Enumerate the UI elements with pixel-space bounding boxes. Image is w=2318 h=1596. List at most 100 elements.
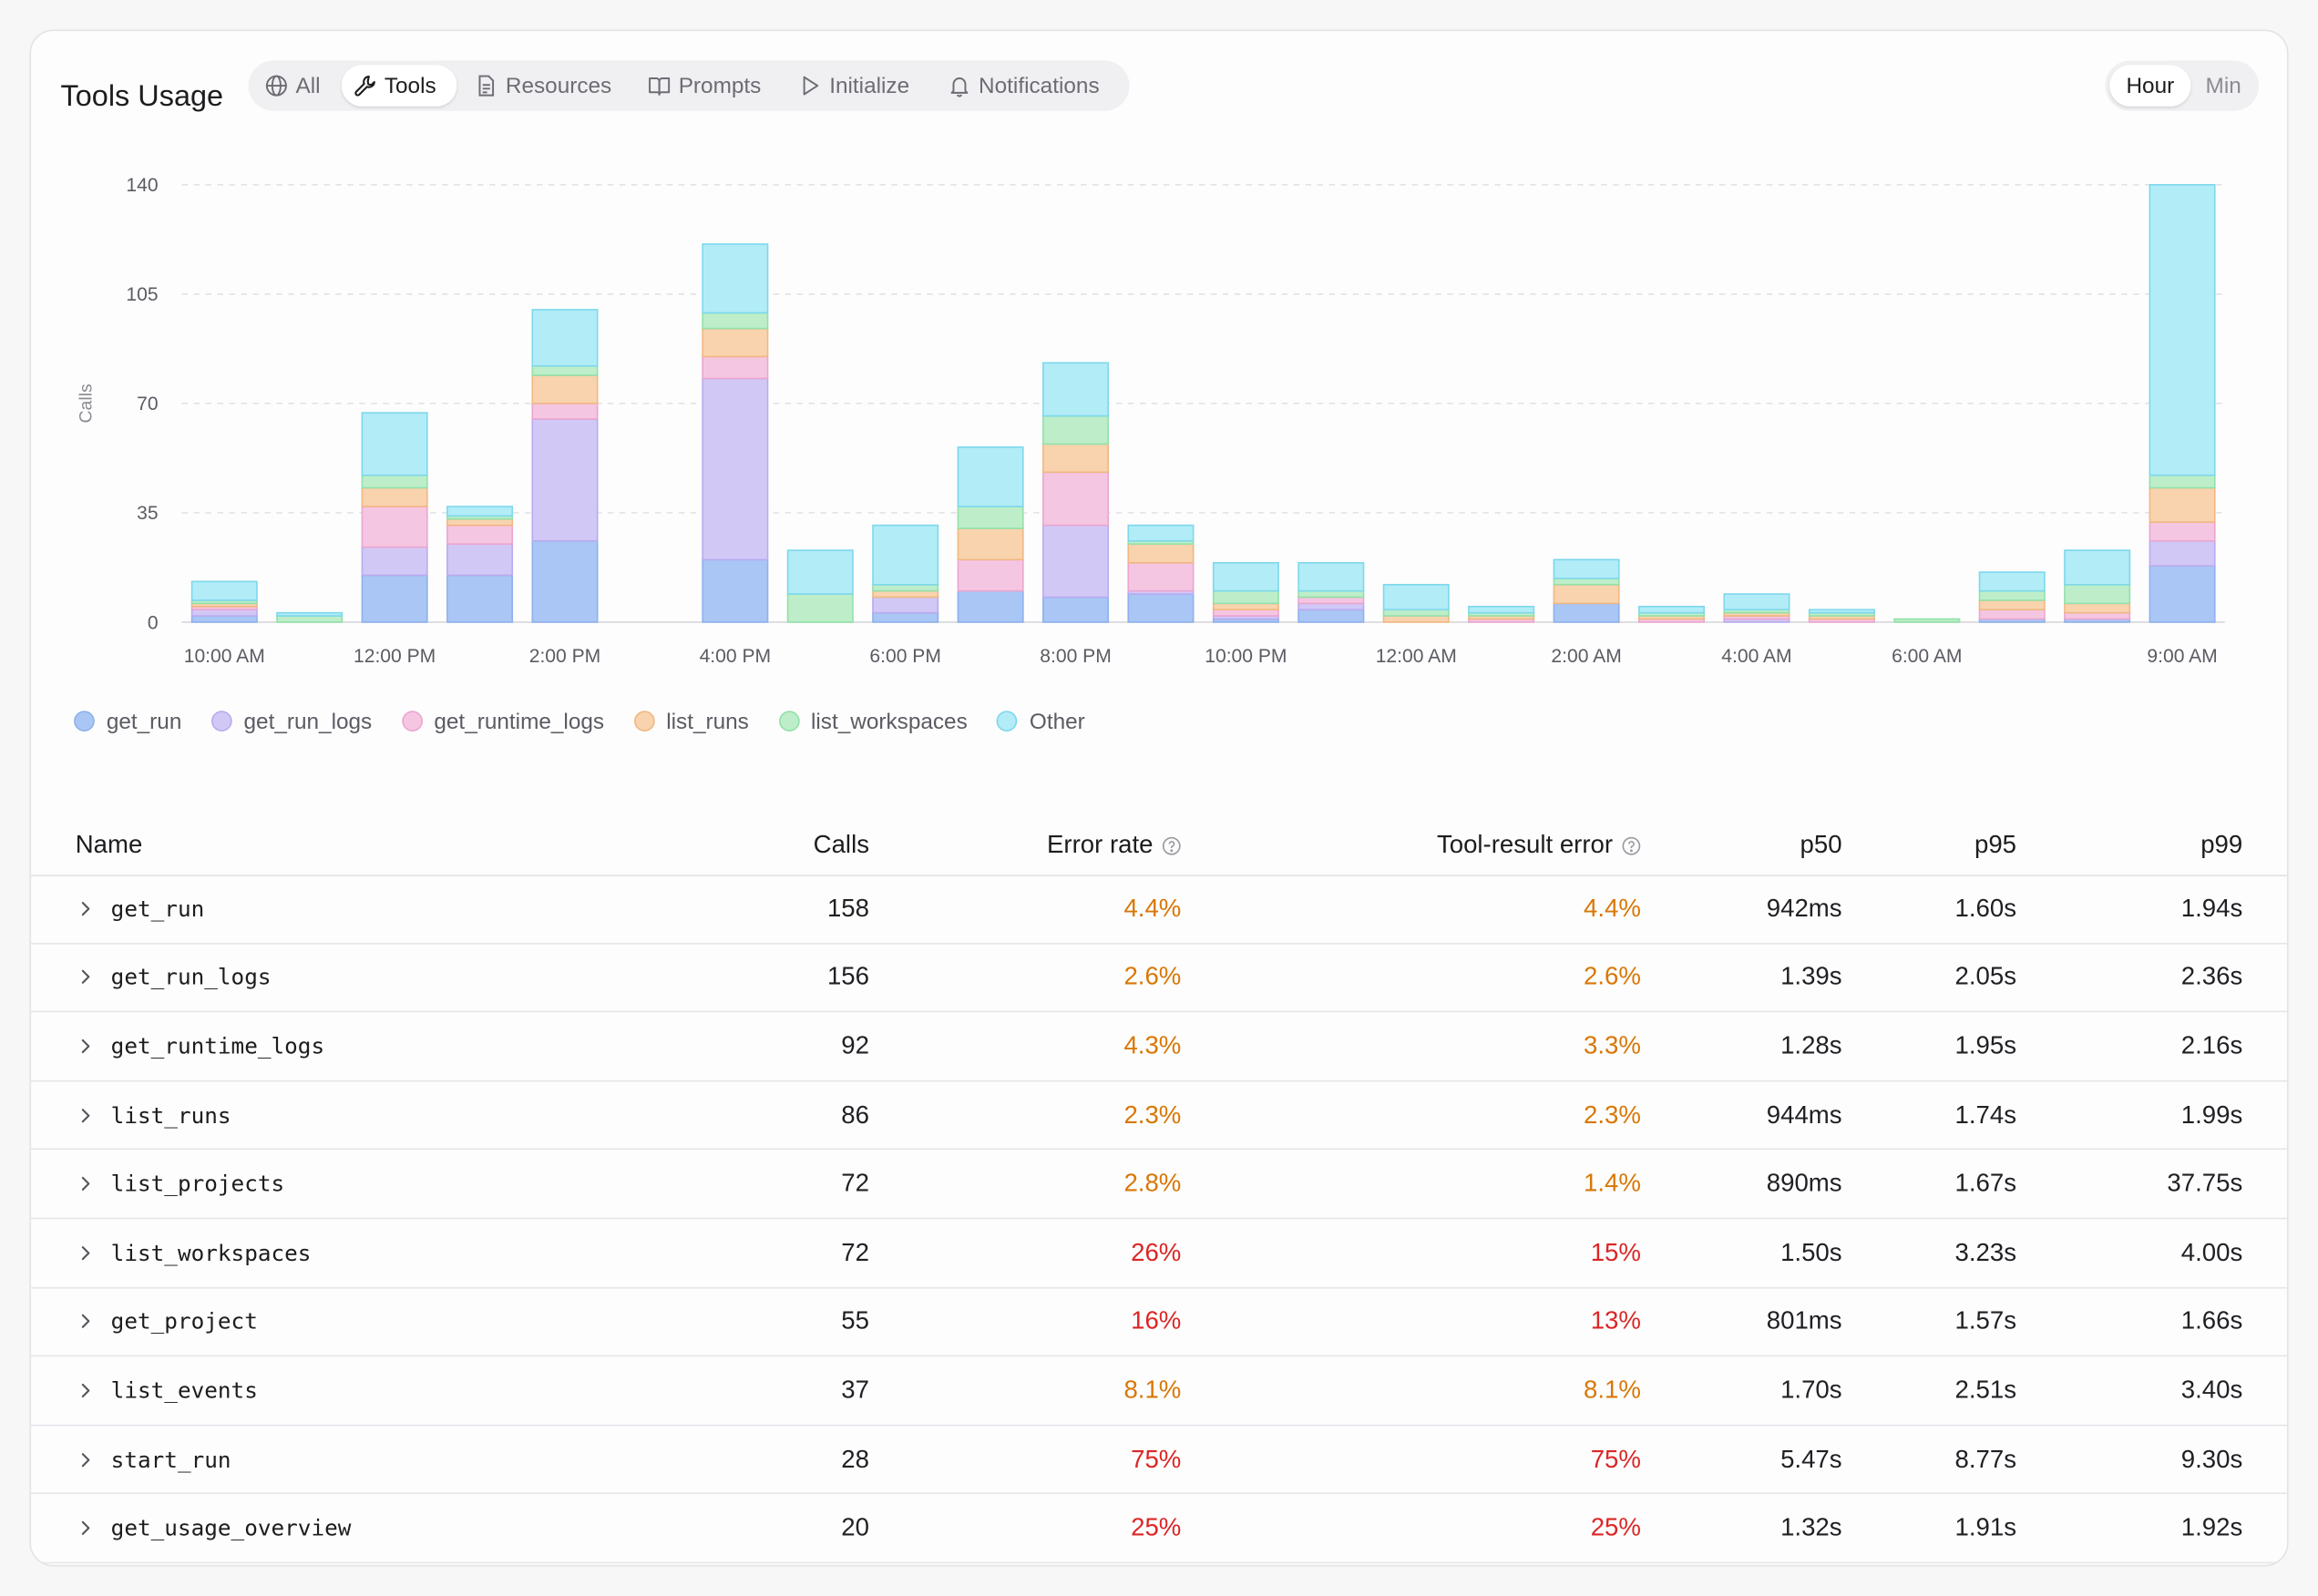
legend-item-list-runs[interactable]: list_runs [633, 709, 749, 733]
bar-segment-list-workspaces[interactable] [1212, 589, 1279, 605]
bar-segment-list-workspaces[interactable] [872, 583, 939, 592]
bar-segment-Other[interactable] [2064, 549, 2131, 586]
bar-segment-get-run-logs[interactable] [446, 543, 514, 577]
bar-segment-get-run[interactable] [446, 574, 514, 623]
bar-segment-get-run-logs[interactable] [1297, 602, 1365, 611]
bar-segment-list-runs[interactable] [1127, 543, 1195, 564]
bar-segment-list-workspaces[interactable] [1297, 589, 1365, 598]
bar-segment-get-run[interactable] [2149, 565, 2216, 623]
legend-item-other[interactable]: Other [997, 709, 1085, 733]
bar-segment-get-run-logs[interactable] [361, 546, 428, 577]
bar-segment-get-runtime-logs[interactable] [1978, 609, 2046, 620]
bar-segment-get-runtime-logs[interactable] [1042, 471, 1110, 527]
table-row[interactable]: get_runtime_logs 92 4.3% 3.3% 1.28s 1.95… [31, 1013, 2287, 1082]
bar-segment-list-workspaces[interactable] [1553, 578, 1620, 586]
table-row[interactable]: get_usage_overview 20 25% 25% 1.32s 1.91… [31, 1495, 2287, 1564]
col-tool-result-error-header[interactable]: Tool-result error [1273, 815, 1641, 875]
bar-segment-get-runtime-logs[interactable] [531, 403, 599, 420]
bar-segment-list-workspaces[interactable] [1978, 589, 2046, 601]
chevron-right-icon[interactable] [76, 1449, 97, 1470]
bar-segment-get-runtime-logs[interactable] [702, 355, 769, 380]
bar-segment-get-run[interactable] [872, 611, 939, 623]
chevron-right-icon[interactable] [76, 1380, 97, 1401]
col-name-header[interactable]: Name [75, 830, 143, 859]
chevron-right-icon[interactable] [76, 1518, 97, 1539]
col-p50-header[interactable]: p50 [1800, 830, 1842, 859]
bar-segment-get-runtime-logs[interactable] [1297, 596, 1365, 605]
table-row[interactable]: get_run 158 4.4% 4.4% 942ms 1.60s 1.94s [31, 875, 2287, 944]
filter-initialize[interactable]: Initialize [786, 65, 926, 106]
bar-segment-list-runs[interactable] [2149, 486, 2216, 524]
bar-segment-list-workspaces[interactable] [702, 312, 769, 330]
bar-segment-get-runtime-logs[interactable] [1127, 561, 1195, 592]
bar-segment-get-run[interactable] [1297, 609, 1365, 623]
bar-segment-get-run[interactable] [361, 574, 428, 623]
bar-segment-Other[interactable] [1808, 609, 1875, 614]
bar-segment-get-run[interactable] [531, 539, 599, 623]
bar-segment-get-run-logs[interactable] [702, 377, 769, 561]
filter-tools[interactable]: Tools [341, 65, 457, 107]
bar-segment-get-run[interactable] [957, 589, 1024, 623]
bar-segment-list-workspaces[interactable] [276, 615, 344, 623]
chevron-right-icon[interactable] [76, 898, 97, 919]
col-error-rate-header[interactable]: Error rate [918, 815, 1182, 875]
bar-segment-list-runs[interactable] [872, 589, 939, 598]
table-row[interactable]: start_run 28 75% 75% 5.47s 8.77s 9.30s [31, 1426, 2287, 1495]
bar-segment-Other[interactable] [957, 446, 1024, 507]
bar-segment-Other[interactable] [531, 309, 599, 367]
bar-segment-get-run[interactable] [1042, 596, 1110, 623]
bar-segment-list-runs[interactable] [1382, 615, 1450, 623]
bar-segment-Other[interactable] [1723, 593, 1790, 611]
bar-segment-Other[interactable] [190, 580, 258, 601]
bar-segment-get-runtime-logs[interactable] [2064, 611, 2131, 620]
bar-segment-get-run[interactable] [702, 558, 769, 623]
bar-segment-get-runtime-logs[interactable] [2149, 521, 2216, 542]
bar-segment-Other[interactable] [702, 243, 769, 314]
bar-segment-Other[interactable] [276, 611, 344, 617]
chevron-right-icon[interactable] [76, 1173, 97, 1194]
granularity-hour[interactable]: Hour [2109, 65, 2191, 107]
bar-segment-list-runs[interactable] [702, 327, 769, 358]
legend-item-get-runtime-logs[interactable]: get_runtime_logs [401, 709, 604, 733]
bar-segment-Other[interactable] [1212, 561, 1279, 592]
bar-segment-Other[interactable] [1127, 524, 1195, 542]
bar-segment-Other[interactable] [1297, 561, 1365, 592]
bar-segment-Other[interactable] [446, 506, 514, 517]
col-calls-header[interactable]: Calls [813, 830, 870, 859]
legend-item-get-run-logs[interactable]: get_run_logs [210, 709, 372, 733]
bar-segment-get-run-logs[interactable] [190, 609, 258, 617]
bar-segment-list-workspaces[interactable] [1893, 618, 1961, 623]
table-row[interactable]: get_project 55 16% 13% 801ms 1.57s 1.66s [31, 1288, 2287, 1357]
bar-segment-list-workspaces[interactable] [1382, 609, 1450, 617]
bar-segment-get-runtime-logs[interactable] [957, 558, 1024, 592]
chevron-right-icon[interactable] [76, 1243, 97, 1264]
filter-all[interactable]: All [252, 65, 335, 106]
legend-item-get-run[interactable]: get_run [74, 709, 181, 733]
table-row[interactable]: get_run_logs 156 2.6% 2.6% 1.39s 2.05s 2… [31, 944, 2287, 1013]
table-row[interactable]: list_events 37 8.1% 8.1% 1.70s 2.51s 3.4… [31, 1356, 2287, 1427]
bar-segment-Other[interactable] [1468, 605, 1535, 614]
bar-segment-get-run-logs[interactable] [872, 596, 939, 614]
bar-segment-list-runs[interactable] [531, 374, 599, 404]
bar-segment-list-runs[interactable] [1553, 583, 1620, 605]
bar-segment-get-runtime-logs[interactable] [446, 524, 514, 546]
bar-segment-get-runtime-logs[interactable] [1212, 609, 1279, 617]
granularity-min[interactable]: Min [2205, 73, 2241, 98]
bar-segment-get-run-logs[interactable] [1042, 524, 1110, 598]
bar-segment-Other[interactable] [2149, 183, 2216, 476]
filter-notifications[interactable]: Notifications [936, 65, 1121, 106]
bar-segment-list-runs[interactable] [1212, 602, 1279, 611]
table-row[interactable]: list_projects 72 2.8% 1.4% 890ms 1.67s 3… [31, 1151, 2287, 1220]
bar-segment-list-runs[interactable] [957, 527, 1024, 561]
bar-segment-Other[interactable] [786, 549, 854, 595]
bar-segment-get-run[interactable] [190, 615, 258, 623]
bar-segment-list-runs[interactable] [446, 517, 514, 527]
bar-segment-list-workspaces[interactable] [2149, 474, 2216, 489]
bar-segment-Other[interactable] [1042, 362, 1110, 417]
chevron-right-icon[interactable] [76, 1105, 97, 1126]
bar-segment-list-workspaces[interactable] [1042, 414, 1110, 445]
bar-segment-Other[interactable] [872, 524, 939, 586]
bar-segment-list-runs[interactable] [2064, 602, 2131, 614]
chevron-right-icon[interactable] [76, 1311, 97, 1332]
bar-segment-get-run[interactable] [1127, 593, 1195, 623]
